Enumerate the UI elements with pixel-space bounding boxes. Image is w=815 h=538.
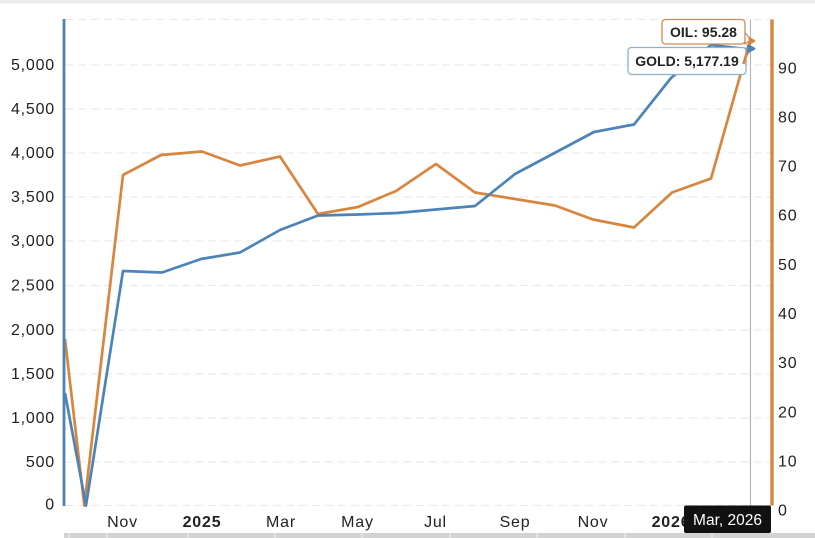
svg-text:2,000: 2,000 [11, 322, 55, 339]
svg-text:3,000: 3,000 [11, 233, 55, 250]
svg-text:20: 20 [778, 405, 797, 422]
svg-text:500: 500 [26, 454, 55, 471]
svg-text:90: 90 [778, 61, 797, 78]
svg-text:OIL: 95.28: OIL: 95.28 [670, 24, 737, 40]
svg-text:60: 60 [778, 208, 797, 225]
svg-text:2,500: 2,500 [11, 278, 55, 295]
svg-text:2026: 2026 [652, 514, 691, 531]
svg-text:Mar, 2026: Mar, 2026 [693, 512, 762, 529]
svg-text:80: 80 [778, 110, 797, 127]
svg-text:Nov: Nov [107, 514, 138, 531]
svg-text:3,500: 3,500 [11, 189, 55, 206]
svg-text:5,000: 5,000 [11, 57, 55, 74]
svg-text:4,000: 4,000 [11, 145, 55, 162]
svg-text:Mar: Mar [266, 514, 296, 531]
svg-text:Sep: Sep [500, 514, 531, 531]
svg-text:4,500: 4,500 [11, 101, 55, 118]
svg-text:30: 30 [778, 355, 797, 372]
svg-text:Nov: Nov [578, 514, 609, 531]
svg-text:50: 50 [778, 257, 797, 274]
svg-text:10: 10 [778, 454, 797, 471]
svg-text:70: 70 [778, 159, 797, 176]
svg-text:GOLD: 5,177.19: GOLD: 5,177.19 [635, 53, 739, 69]
svg-text:1,500: 1,500 [11, 366, 55, 383]
svg-text:1,000: 1,000 [11, 410, 55, 427]
svg-text:Jul: Jul [424, 514, 447, 531]
svg-text:2025: 2025 [183, 514, 222, 531]
svg-text:40: 40 [778, 306, 797, 323]
svg-text:May: May [341, 514, 374, 531]
svg-text:0: 0 [45, 497, 55, 514]
svg-text:0: 0 [778, 503, 788, 520]
